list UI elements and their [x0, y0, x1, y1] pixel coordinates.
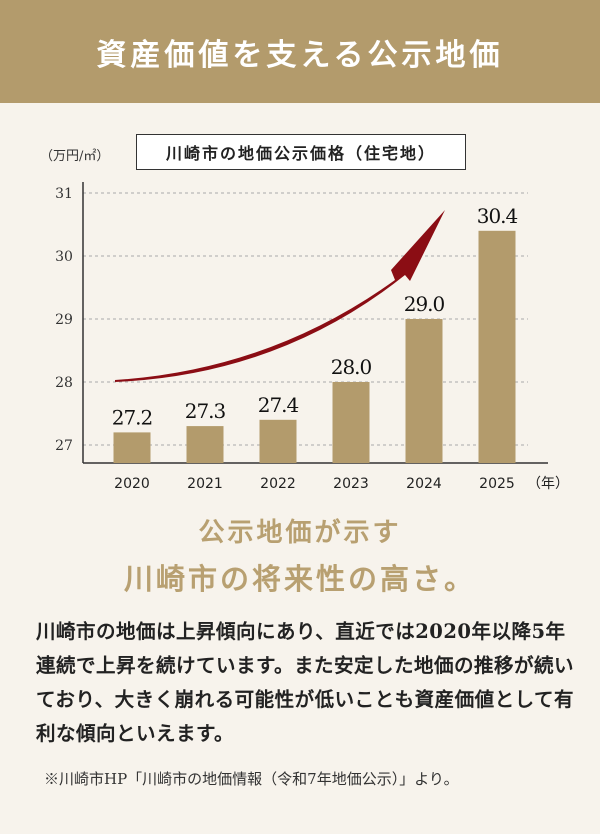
y-tick-label: 30 [55, 249, 73, 265]
trend-arrow [115, 210, 445, 382]
chart-title: 川崎市の地価公示価格（住宅地） [136, 134, 466, 170]
bar-value-label: 27.2 [112, 405, 153, 429]
headline-line-1: 公示地価が示す [198, 518, 402, 548]
bar [332, 382, 370, 463]
bar [405, 319, 443, 463]
chart-area: 27 28 29 30 31 27.2 2020 27.3 2021 27.4 2022 28.0 20… [0, 130, 600, 510]
y-tick-label: 31 [55, 186, 73, 202]
x-tick-label: 2021 [187, 476, 223, 492]
bar-chart: 27 28 29 30 31 27.2 2020 27.3 2021 27.4 2022 28.0 20… [55, 182, 569, 492]
headline-line-2: 川崎市の将来性の高さ。 [123, 562, 476, 596]
bar-value-label: 30.4 [477, 204, 518, 228]
x-axis-unit-label: （年） [527, 476, 569, 492]
page-title: 資産価値を支える公示地価 [96, 37, 504, 73]
y-tick-label: 27 [55, 438, 73, 454]
bar [113, 432, 151, 463]
x-tick-label: 2022 [260, 476, 296, 492]
y-tick-label: 29 [55, 312, 73, 328]
bar [186, 426, 224, 463]
x-tick-label: 2023 [333, 476, 369, 492]
bar-value-label: 29.0 [404, 292, 445, 316]
header-banner: 資産価値を支える公示地価 [0, 0, 600, 103]
x-tick-label: 2025 [479, 476, 515, 492]
bar-value-label: 27.3 [185, 399, 226, 423]
y-axis-unit-label: （万円/㎡） [40, 149, 110, 164]
x-tick-label: 2024 [406, 476, 442, 492]
bar-value-label: 28.0 [331, 355, 372, 379]
bar-value-label: 27.4 [258, 393, 299, 417]
bar [259, 419, 297, 463]
body-paragraph: 川崎市の地価は上昇傾向にあり、直近では2020年以降5年連続で上昇を続けています… [36, 620, 575, 745]
x-tick-label: 2020 [114, 476, 150, 492]
y-tick-label: 28 [55, 375, 73, 391]
bar [478, 230, 516, 463]
source-note: ※川崎市HP「川崎市の地価情報（令和7年地価公示）」より。 [44, 770, 459, 788]
